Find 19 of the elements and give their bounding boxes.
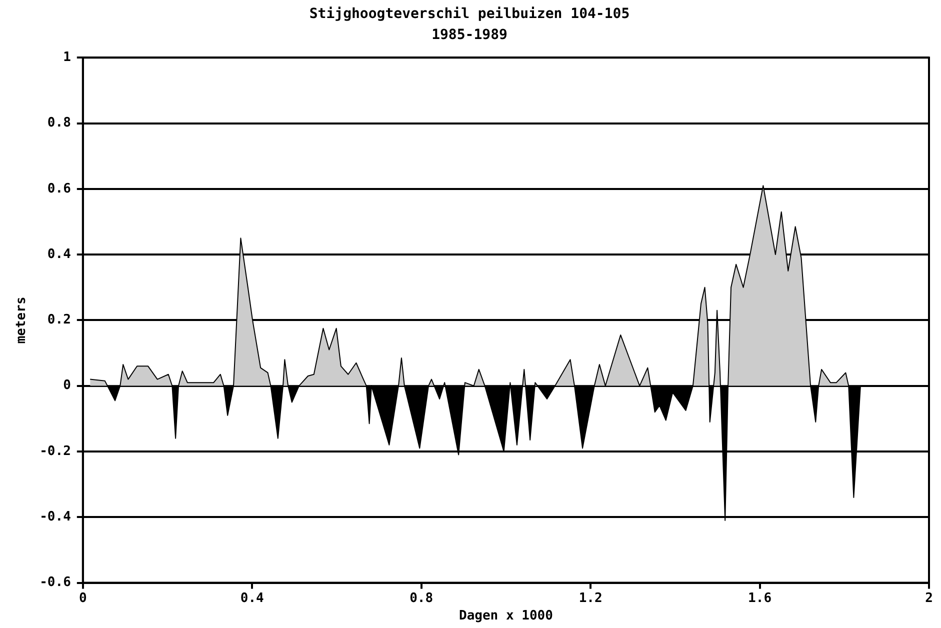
y-tick-label: 0.2 <box>47 312 71 328</box>
y-tick-label: -0.4 <box>40 510 72 525</box>
x-tick-label: 0.8 <box>410 590 434 606</box>
y-tick-label: 0 <box>63 378 72 394</box>
chart-subtitle: 1985-1989 <box>432 26 508 43</box>
y-tick-label: 0.8 <box>47 116 72 131</box>
y-axis-title: meters <box>14 296 30 344</box>
y-tick-label: 0.6 <box>47 181 72 196</box>
x-axis-title: Dagen x 1000 <box>458 608 554 624</box>
x-tick-label: 0.4 <box>240 590 264 606</box>
y-tick-label: 1 <box>63 50 72 65</box>
x-tick-label: 1.6 <box>748 590 772 606</box>
chart-title: Stijghoogteverschil peilbuizen 104-105 <box>309 6 630 22</box>
x-tick-label: 2 <box>925 590 933 606</box>
x-tick-label: 0 <box>78 590 87 606</box>
x-tick-label: 1.2 <box>578 590 602 606</box>
y-tick-label: -0.2 <box>40 444 71 459</box>
y-tick-label: 0.4 <box>47 246 72 262</box>
y-tick-label: -0.6 <box>40 575 72 590</box>
